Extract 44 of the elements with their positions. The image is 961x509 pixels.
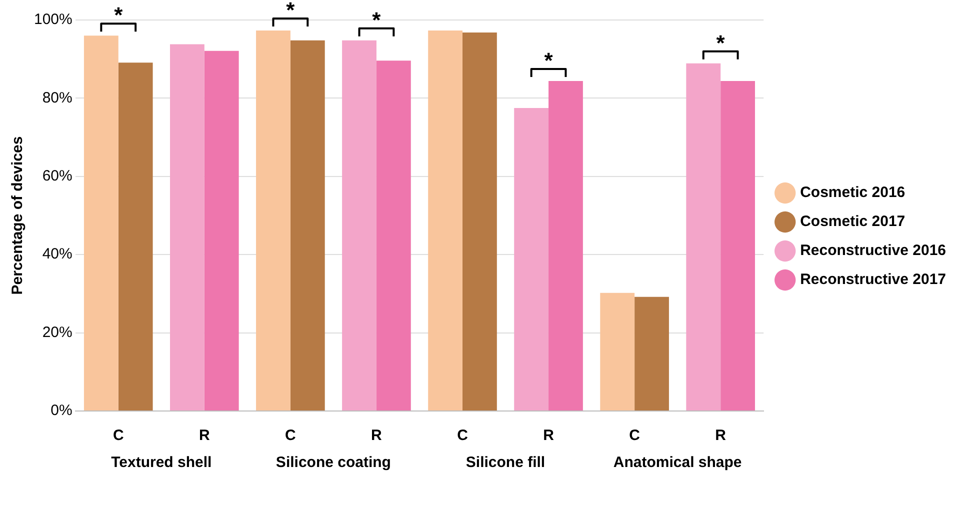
legend-label: Cosmetic 2017 [800, 213, 906, 230]
bar [686, 63, 721, 410]
bar [342, 40, 376, 410]
x-tick-label: C [285, 427, 296, 444]
y-tick-label: 40% [42, 246, 72, 263]
x-tick-label: C [112, 427, 124, 444]
annotation: * [286, 0, 296, 23]
legend-label: Reconstructive 2017 [800, 271, 946, 288]
bar [84, 36, 118, 410]
annotation: * [716, 30, 726, 56]
legend-label: Reconstructive 2016 [800, 242, 946, 260]
bar [118, 62, 153, 410]
text: Textured shell [111, 454, 212, 472]
bar [720, 80, 755, 410]
bar [634, 296, 669, 410]
bar [376, 60, 411, 410]
legend-label: Cosmetic 2016 [800, 184, 906, 202]
bar [204, 50, 239, 410]
x-tick-label: C [629, 427, 640, 444]
y-tick-label: 100% [34, 11, 72, 28]
text: Anatomical shape [613, 454, 742, 472]
x-tick-label: C [457, 427, 468, 444]
text: Silicone fill [466, 454, 546, 472]
text: Silicone coating [276, 454, 391, 472]
bar [428, 30, 462, 410]
x-tick-label: R [198, 427, 210, 444]
y-tick-label: 80% [42, 89, 72, 106]
annotation: * [114, 2, 124, 28]
x-tick-label: R [371, 427, 382, 444]
y-tick-label: 0% [50, 402, 72, 420]
bar [548, 80, 583, 410]
bar [462, 32, 497, 410]
bar [290, 40, 325, 410]
x-tick-label: R [715, 427, 726, 444]
annotation: * [372, 7, 382, 32]
bar [170, 44, 204, 410]
x-tick-label: R [543, 427, 554, 444]
y-tick-label: 60% [42, 168, 72, 185]
bar [514, 108, 549, 410]
annotation: * [544, 48, 554, 73]
y-tick-label: 20% [42, 324, 72, 341]
bar [256, 30, 290, 410]
bar [600, 292, 635, 410]
y-axis-title: Percentage of devices [9, 136, 26, 295]
